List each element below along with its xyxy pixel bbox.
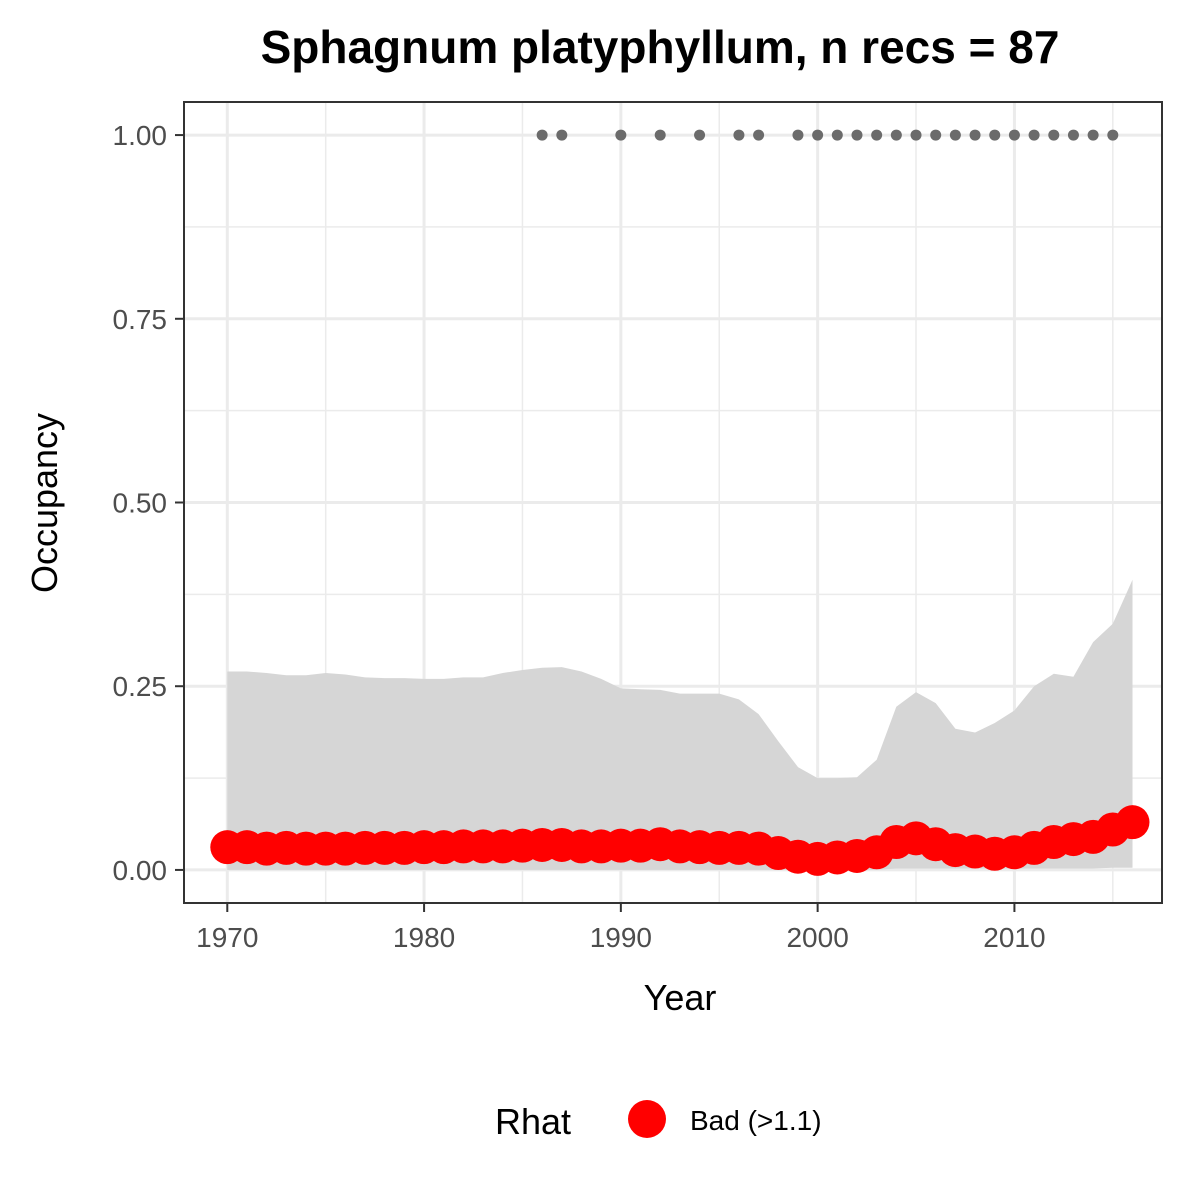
record-point (694, 129, 706, 141)
x-tick-label: 2010 (983, 922, 1045, 953)
record-point (1028, 129, 1040, 141)
record-point (1107, 129, 1119, 141)
y-tick-label: 0.00 (113, 855, 168, 886)
record-point (969, 129, 981, 141)
x-tick-label: 1990 (590, 922, 652, 953)
record-point (753, 129, 765, 141)
mean-occupancy-points (210, 805, 1150, 876)
record-point (890, 129, 902, 141)
record-point (536, 129, 548, 141)
record-point (1008, 129, 1020, 141)
legend: Rhat Bad (>1.1) (495, 1100, 822, 1142)
record-point (851, 129, 863, 141)
record-point (949, 129, 961, 141)
plot-panel (183, 101, 1163, 904)
record-point (812, 129, 824, 141)
legend-title: Rhat (495, 1101, 571, 1142)
y-axis-title: Occupancy (24, 413, 65, 593)
record-point (831, 129, 843, 141)
record-point (910, 129, 922, 141)
x-axis-title: Year (644, 977, 717, 1018)
y-tick-label: 1.00 (113, 120, 168, 151)
x-tick-label: 2000 (786, 922, 848, 953)
record-point (792, 129, 804, 141)
y-tick-label: 0.75 (113, 304, 168, 335)
record-point (1067, 129, 1079, 141)
major-gridlines (184, 102, 1162, 903)
legend-label-bad: Bad (>1.1) (690, 1105, 822, 1136)
x-axis: 1970 1980 1990 2000 2010 (196, 903, 1046, 953)
x-tick-label: 1980 (393, 922, 455, 953)
y-tick-label: 0.25 (113, 671, 168, 702)
y-axis: 0.00 0.25 0.50 0.75 1.00 (113, 120, 184, 886)
record-point (654, 129, 666, 141)
record-point (733, 129, 745, 141)
record-point (930, 129, 942, 141)
record-point (615, 129, 627, 141)
chart-title: Sphagnum platyphyllum, n recs = 87 (261, 21, 1060, 73)
record-point (556, 129, 568, 141)
x-tick-label: 1970 (196, 922, 258, 953)
y-tick-label: 0.50 (113, 488, 168, 519)
mean-point (1115, 805, 1150, 840)
legend-swatch-bad (628, 1100, 666, 1138)
record-point (1048, 129, 1060, 141)
record-point (1087, 129, 1099, 141)
credible-interval-ribbon (227, 579, 1133, 870)
record-points (536, 129, 1119, 141)
record-point (871, 129, 883, 141)
record-point (989, 129, 1001, 141)
